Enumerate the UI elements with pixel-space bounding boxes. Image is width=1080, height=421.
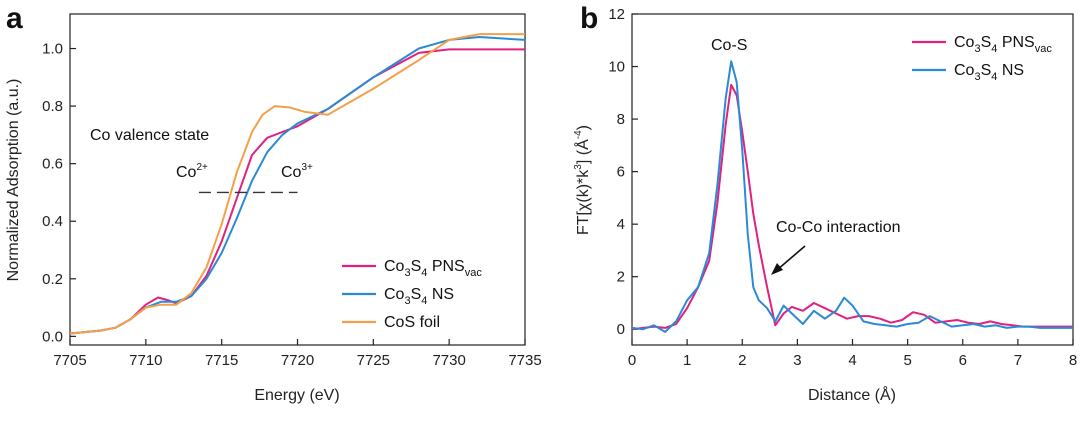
panel-b-series-line-1 bbox=[631, 60, 1073, 333]
panel-b-arrow-head bbox=[771, 263, 783, 275]
panel-b-legend-label-0: Co3S4 PNSvac bbox=[954, 34, 1052, 55]
panel-b-xtick-label: 5 bbox=[903, 352, 911, 369]
panel-a-xtick-label: 7730 bbox=[432, 352, 465, 369]
panel-b-arrow-shaft bbox=[776, 245, 806, 271]
panel-b-xtick-label: 4 bbox=[848, 352, 856, 369]
panel-a-ytick-label: 0.6 bbox=[42, 156, 63, 173]
panel-a-xtick-label: 7715 bbox=[205, 352, 238, 369]
panel-a-ytick-label: 1.0 bbox=[42, 41, 63, 58]
panel-a-xtick-label: 7710 bbox=[129, 352, 162, 369]
panel-a-legend-label-0: Co3S4 PNSvac bbox=[384, 258, 482, 279]
panel-b-series-lines bbox=[631, 60, 1073, 333]
panel-b-ytick-label: 8 bbox=[617, 111, 625, 128]
panel-a-legend: Co3S4 PNSvac Co3S4 NS CoS foil bbox=[342, 258, 482, 331]
panel-a-series-lines bbox=[69, 33, 526, 335]
panel-b-xtick-label: 0 bbox=[628, 352, 636, 369]
panel-b-x-axis-title: Distance (Å) bbox=[808, 385, 896, 404]
panel-a-ytick-label: 0.2 bbox=[42, 271, 63, 288]
panel-a-chart: 7705 7710 7715 7720 7725 7730 7735 0.0 0.2 0.4 0.6… bbox=[5, 13, 542, 404]
panel-a-legend-label-2: CoS foil bbox=[384, 314, 440, 331]
panel-b-legend-label-1: Co3S4 NS bbox=[954, 62, 1024, 83]
panel-b-xtick-label: 2 bbox=[738, 352, 746, 369]
panel-a-annotation-co2: Co2+ bbox=[176, 162, 208, 181]
panel-b-ytick-label: 10 bbox=[608, 59, 625, 76]
panel-b-xtick-label: 8 bbox=[1069, 352, 1077, 369]
panel-label-b: b bbox=[580, 2, 598, 35]
panel-a-series-line-0 bbox=[69, 48, 525, 335]
panel-b-ytick-label: 0 bbox=[617, 321, 625, 338]
panel-b-annotation-co-co: Co-Co interaction bbox=[776, 219, 901, 236]
panel-b-series-line-0 bbox=[631, 83, 1073, 331]
panel-label-a: a bbox=[6, 2, 23, 35]
panel-b-y-axis-title: FT[χ(k)*k3] (Å-4) bbox=[573, 125, 592, 235]
panel-a-x-axis-title: Energy (eV) bbox=[254, 387, 339, 404]
panel-a-xtick-label: 7725 bbox=[357, 352, 390, 369]
panel-a-xtick-label: 7735 bbox=[508, 352, 541, 369]
panel-b-xtick-label: 3 bbox=[793, 352, 801, 369]
panel-a-series-line-1 bbox=[69, 36, 526, 335]
panel-a-ytick-label: 0.8 bbox=[42, 98, 63, 115]
panel-a-series-line-2 bbox=[69, 33, 525, 335]
panel-b-ytick-label: 6 bbox=[617, 164, 625, 181]
panel-a-annotation-co3: Co3+ bbox=[281, 162, 313, 181]
panel-b-xtick-label: 1 bbox=[683, 352, 691, 369]
panel-b-ytick-label: 12 bbox=[608, 6, 625, 23]
panel-a-ytick-label: 0.0 bbox=[42, 328, 63, 345]
panel-a-legend-label-1: Co3S4 NS bbox=[384, 286, 454, 307]
panel-a-xtick-label: 7720 bbox=[281, 352, 314, 369]
panel-b-annotation-co-s: Co-S bbox=[711, 37, 747, 54]
panel-b-legend: Co3S4 PNSvac Co3S4 NS bbox=[912, 34, 1052, 83]
panel-a-y-axis-title: Normalized Adsorption (a.u.) bbox=[5, 79, 22, 282]
panel-a-xtick-label: 7705 bbox=[53, 352, 86, 369]
panel-a-ytick-label: 0.4 bbox=[42, 213, 63, 230]
panel-b-ytick-label: 2 bbox=[617, 269, 625, 286]
panel-a-annotation-title: Co valence state bbox=[90, 127, 209, 144]
panel-b-ytick-label: 4 bbox=[617, 216, 625, 233]
panel-a-ticks: 7705 7710 7715 7720 7725 7730 7735 0.0 0.2 0.4 0.6… bbox=[42, 41, 542, 369]
panel-b-xtick-label: 6 bbox=[959, 352, 967, 369]
panel-b-xtick-label: 7 bbox=[1014, 352, 1022, 369]
